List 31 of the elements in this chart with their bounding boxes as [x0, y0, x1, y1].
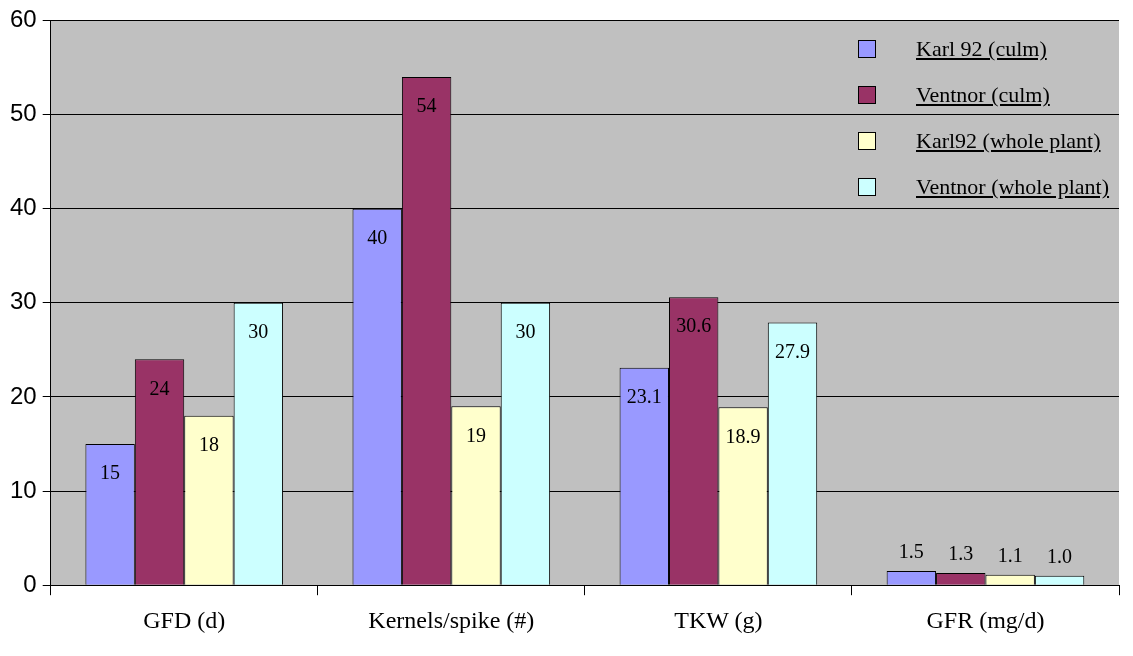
data-label: 30: [515, 320, 536, 343]
data-label: 1.5: [898, 540, 924, 563]
legend-label: Ventnor (culm): [916, 82, 1050, 109]
data-label: 40: [367, 225, 388, 248]
data-label: 18: [198, 433, 219, 456]
x-tick-label: Kernels/spike (#): [368, 606, 535, 633]
x-tick-label: GFR (mg/d): [926, 606, 1045, 633]
y-tick-label: 40: [9, 193, 37, 221]
data-label: 30.6: [676, 314, 712, 337]
data-label: 19: [466, 423, 487, 446]
data-label: 30: [248, 320, 269, 343]
data-label: 24: [149, 376, 170, 399]
y-tick-label: 20: [9, 381, 37, 409]
data-label: 1.1: [997, 544, 1023, 567]
x-tick-label: TKW (g): [674, 606, 763, 633]
y-tick-label: 50: [9, 99, 37, 127]
y-tick-label: 60: [9, 5, 37, 33]
legend-label: Karl92 (whole plant): [916, 128, 1101, 155]
legend-label: Ventnor (whole plant): [916, 174, 1110, 201]
y-tick-label: 0: [23, 569, 37, 597]
data-label: 23.1: [626, 385, 662, 407]
data-label: 18.9: [725, 424, 761, 447]
data-label: 27.9: [775, 339, 810, 362]
legend-label: Karl 92 (culm): [916, 36, 1047, 63]
data-label: 1.0: [1047, 545, 1073, 568]
y-tick-label: 30: [9, 287, 37, 315]
y-tick-label: 10: [9, 475, 37, 503]
x-tick-label: GFD (d): [143, 606, 226, 633]
data-label: 15: [100, 461, 121, 484]
data-label: 1.3: [948, 542, 974, 565]
data-label: 54: [416, 94, 437, 117]
